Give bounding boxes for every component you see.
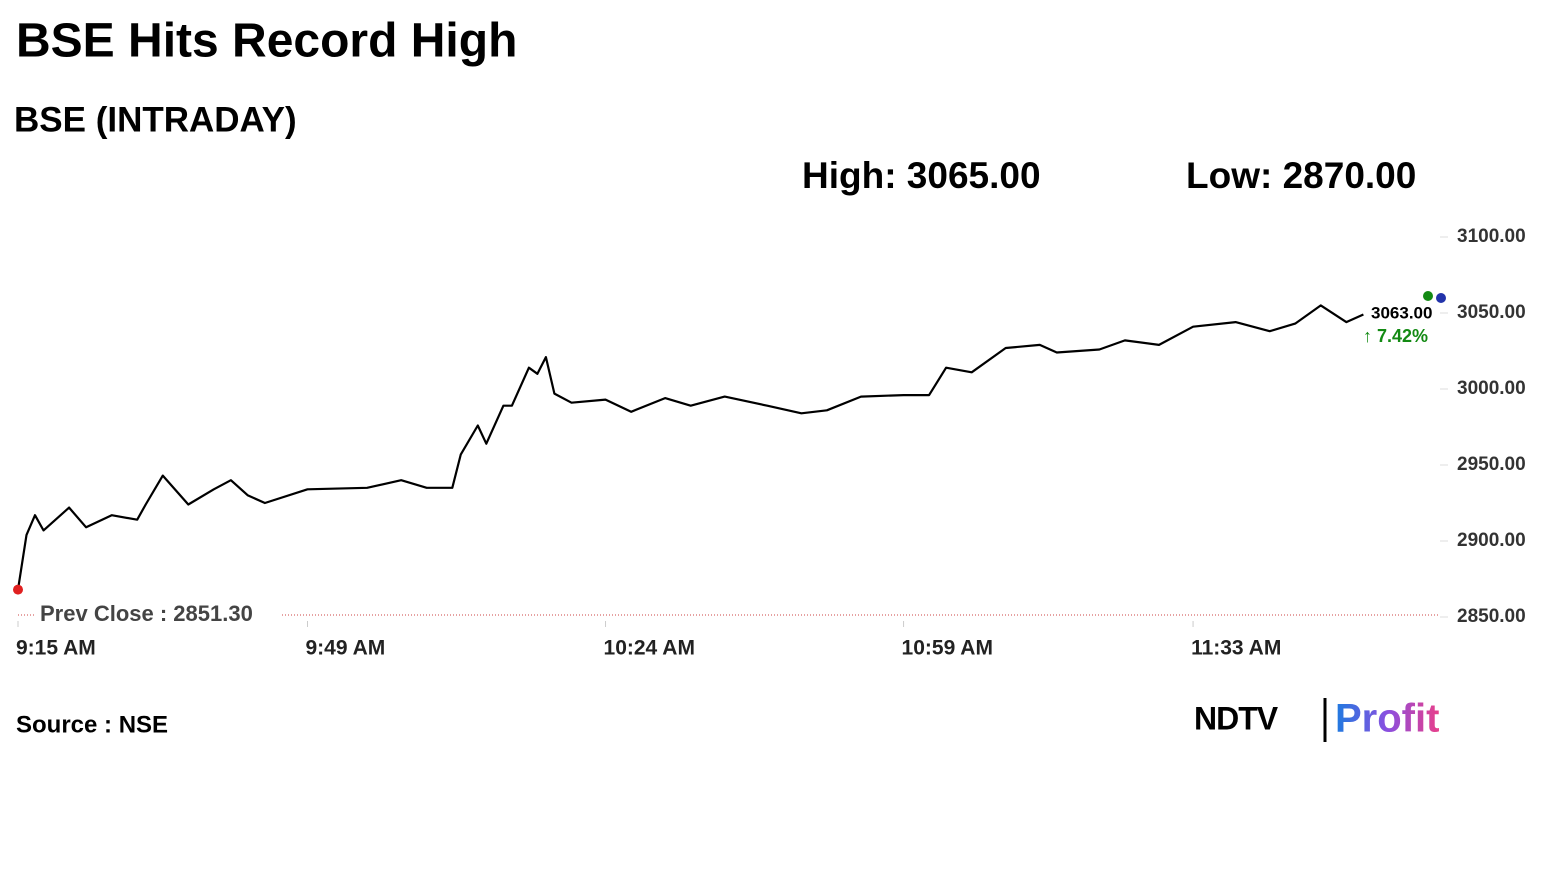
y-tick-label: 3050.00	[1457, 302, 1526, 323]
y-tick-label: 3100.00	[1457, 226, 1526, 247]
indicator-dot	[1436, 293, 1446, 303]
brand-profit: Profit	[1335, 697, 1439, 741]
y-tick-label: 2950.00	[1457, 454, 1526, 475]
last-price: 3063.00	[1371, 303, 1432, 322]
high-label: High: 3065.00	[802, 155, 1041, 196]
chart-title: BSE Hits Record High	[16, 15, 517, 68]
x-tick-label: 10:24 AM	[604, 637, 695, 660]
prev-close-bg	[34, 602, 280, 625]
chart-subtitle: BSE (INTRADAY)	[14, 100, 297, 139]
source: Source : NSE	[16, 711, 168, 738]
x-tick-label: 11:33 AM	[1191, 637, 1281, 660]
indicator-dot	[1423, 291, 1433, 301]
y-tick-label: 3000.00	[1457, 378, 1526, 399]
x-tick-label: 9:49 AM	[306, 637, 386, 660]
y-tick-label: 2850.00	[1457, 606, 1526, 627]
x-tick-label: 10:59 AM	[902, 637, 993, 660]
low-label: Low: 2870.00	[1186, 155, 1416, 196]
brand-ndtv: NDTV	[1194, 700, 1279, 736]
start-point	[13, 584, 23, 595]
y-tick-label: 2900.00	[1457, 530, 1526, 551]
x-tick-label: 9:15 AM	[16, 637, 96, 660]
price-line	[16, 304, 1364, 590]
change-label: ↑ 7.42%	[1363, 326, 1428, 346]
prev-close-label: Prev Close : 2851.30	[40, 601, 253, 626]
